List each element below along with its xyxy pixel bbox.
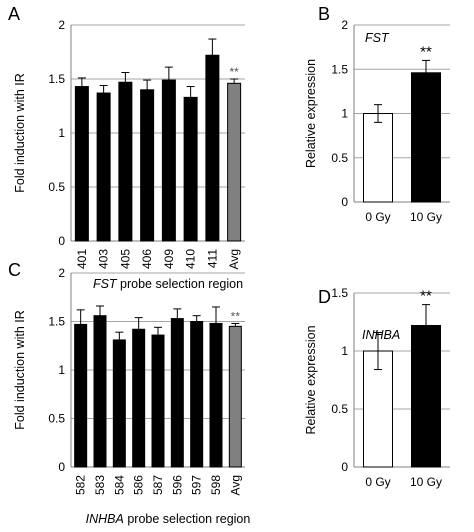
panel-letter: A [8, 4, 20, 24]
bar [411, 72, 441, 203]
panel-letter: D [318, 287, 331, 307]
bar [411, 324, 441, 468]
y-tick-label: 1.5 [331, 62, 348, 76]
bar [151, 334, 165, 468]
y-axis-title: Fold induction with IR [13, 310, 27, 430]
x-axis-title-gene: INHBA [86, 512, 124, 526]
y-tick-label: 2 [58, 266, 65, 280]
chart-panel: D 0 0.5 1 1.5 Relative expression 0 Gy ** 10 Gy I… [304, 286, 450, 489]
y-tick-label: 0 [58, 460, 65, 474]
x-tick-label: 409 [162, 249, 176, 269]
x-tick-label: 597 [190, 475, 204, 495]
bar [118, 81, 133, 242]
bar [363, 350, 393, 468]
significance-label: ** [420, 288, 432, 305]
x-tick-label: 406 [140, 249, 154, 269]
x-axis-title-text: probe selection region [124, 512, 251, 526]
y-tick-label: 0 [341, 460, 348, 474]
x-tick-label: 405 [118, 249, 132, 269]
y-tick-label: 0.5 [331, 402, 348, 416]
y-tick-label: 1.5 [331, 286, 348, 300]
chart-panel: A 0 0.5 1 1.5 2 Fold induction with IR 401 403 40… [8, 4, 245, 291]
x-tick-label: 596 [170, 475, 184, 495]
x-tick-label: 584 [112, 475, 126, 495]
x-tick-label: Avg [228, 475, 242, 495]
x-tick-label: 583 [93, 475, 107, 495]
bar [205, 54, 220, 242]
y-tick-label: 1 [341, 107, 348, 121]
y-tick-label: 1.5 [48, 315, 65, 329]
x-tick-label: 401 [75, 249, 89, 269]
y-tick-label: 1 [341, 344, 348, 358]
bar [183, 96, 198, 242]
y-tick-label: 0 [341, 195, 348, 209]
x-tick-label: 10 Gy [410, 475, 442, 489]
gene-label: FST [365, 31, 390, 45]
x-tick-label: 586 [132, 475, 146, 495]
x-tick-label: 587 [151, 475, 165, 495]
y-tick-label: 0 [58, 234, 65, 248]
gene-label: INHBA [362, 328, 400, 342]
y-axis-title: Relative expression [304, 59, 318, 168]
x-tick-label: 403 [97, 249, 111, 269]
bar [140, 89, 155, 242]
y-tick-label: 2 [341, 18, 348, 32]
panel-letter: C [8, 260, 21, 280]
bar [96, 92, 111, 242]
bar [74, 323, 88, 468]
bar [112, 339, 126, 468]
x-tick-label: 10 Gy [410, 210, 442, 224]
x-axis-title: INHBA probe selection region [86, 512, 251, 526]
y-axis-title: Relative expression [304, 325, 318, 434]
y-tick-label: 1 [58, 126, 65, 140]
significance-label: ** [229, 65, 239, 79]
x-tick-label: 410 [184, 249, 198, 269]
x-tick-label: 0 Gy [365, 475, 390, 489]
x-axis-title: FST probe selection region [93, 277, 243, 291]
x-tick-label: 582 [74, 475, 88, 495]
chart-panel: B 0 0.5 1 1.5 2 Relative expression 0 Gy ** 10 Gy… [304, 4, 450, 224]
x-axis-title-gene: FST [93, 277, 118, 291]
chart-panel: C 0 0.5 1 1.5 2 Fold induction with IR 582 583 58… [8, 260, 250, 526]
significance-label: ** [231, 309, 241, 323]
x-tick-label: 0 Gy [365, 210, 390, 224]
x-axis-title-text: probe selection region [117, 277, 244, 291]
bar [74, 86, 89, 242]
y-tick-label: 1 [58, 363, 65, 377]
y-axis-title: Fold induction with IR [13, 73, 27, 193]
bar [161, 79, 176, 242]
bar [209, 322, 223, 468]
x-tick-label: 598 [209, 475, 223, 495]
bar [228, 325, 242, 468]
bar [132, 328, 146, 468]
y-tick-label: 0.5 [48, 180, 65, 194]
significance-label: ** [420, 43, 432, 60]
bar [227, 82, 242, 242]
x-tick-label: 411 [205, 249, 219, 268]
y-tick-label: 1.5 [48, 72, 65, 86]
y-tick-label: 0.5 [48, 412, 65, 426]
x-tick-label: Avg [227, 249, 241, 269]
panel-letter: B [318, 4, 330, 24]
y-tick-label: 0.5 [331, 151, 348, 165]
bar [363, 113, 393, 203]
bar [190, 321, 204, 468]
bar [93, 315, 107, 468]
bar [170, 318, 184, 468]
y-tick-label: 2 [58, 18, 65, 32]
